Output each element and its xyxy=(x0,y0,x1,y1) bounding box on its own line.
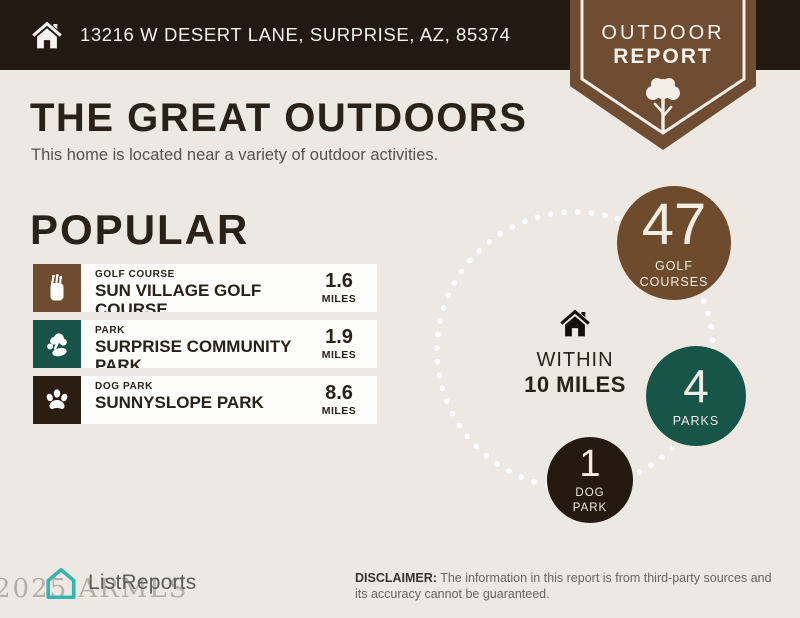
item-info: PARK SURPRISE COMMUNITY PARK xyxy=(81,320,311,368)
disclaimer-body: The information in this report is from t… xyxy=(355,571,772,601)
radius-center-label: WITHIN 10 MILES xyxy=(498,306,652,398)
popular-heading: POPULAR xyxy=(30,206,250,253)
item-category: GOLF COURSE xyxy=(95,269,175,280)
page-subtitle: This home is located near a variety of o… xyxy=(31,146,439,164)
dog-park-label: DOG PARK xyxy=(572,487,608,514)
parks-label: PARKS xyxy=(672,413,720,428)
badge-line1: OUTDOOR xyxy=(601,22,725,44)
within-label: WITHIN xyxy=(536,349,614,371)
golf-courses-label: GOLF COURSES xyxy=(639,258,709,289)
distance-unit: MILES xyxy=(321,293,357,305)
tree-icon xyxy=(646,78,680,132)
item-name: SUNNYSLOPE PARK xyxy=(95,393,264,412)
property-address: 13216 W DESERT LANE, SURPRISE, AZ, 85374 xyxy=(80,24,511,45)
home-icon xyxy=(560,309,590,337)
list-item-golf-course[interactable]: GOLF COURSE SUN VILLAGE GOLF COURSE 1.6 … xyxy=(33,264,377,312)
item-info: GOLF COURSE SUN VILLAGE GOLF COURSE xyxy=(81,264,311,312)
item-category: PARK xyxy=(95,325,125,336)
listreports-house-icon xyxy=(46,568,76,600)
golf-courses-count: 47 xyxy=(641,191,707,257)
item-info: DOG PARK SUNNYSLOPE PARK xyxy=(81,376,311,424)
list-item-dog-park[interactable]: DOG PARK SUNNYSLOPE PARK 8.6 MILES xyxy=(33,376,377,424)
badge-ribbon-shape xyxy=(570,0,756,150)
popular-list: GOLF COURSE SUN VILLAGE GOLF COURSE 1.6 … xyxy=(33,264,377,432)
distance-value: 8.6 xyxy=(325,382,353,404)
listreports-logo: ListReports xyxy=(40,565,196,601)
disclaimer-text: DISCLAIMER: The information in this repo… xyxy=(355,570,775,602)
park-tile xyxy=(33,320,81,368)
dog-park-bubble: 1 DOG PARK xyxy=(547,437,633,523)
item-distance: 8.6 MILES xyxy=(311,376,367,424)
distance-value: 1.9 xyxy=(325,326,353,348)
dog-park-tile xyxy=(33,376,81,424)
disclaimer-label: DISCLAIMER: xyxy=(355,571,437,585)
list-item-park[interactable]: PARK SURPRISE COMMUNITY PARK 1.9 MILES xyxy=(33,320,377,368)
parks-bubble: 4 PARKS xyxy=(646,346,746,446)
golf-bag-icon xyxy=(50,274,64,301)
outdoor-report-badge: OUTDOOR REPORT xyxy=(568,0,758,156)
distance-unit: MILES xyxy=(321,405,357,417)
golf-course-tile xyxy=(33,264,81,312)
page-title: THE GREAT OUTDOORS xyxy=(30,96,528,140)
distance-unit: MILES xyxy=(321,349,357,361)
item-distance: 1.9 MILES xyxy=(311,320,367,368)
dog-park-count: 1 xyxy=(579,443,601,486)
paw-icon xyxy=(46,389,68,409)
miles-label: 10 MILES xyxy=(524,372,626,397)
parks-count: 4 xyxy=(683,359,709,412)
item-name: SUN VILLAGE GOLF COURSE xyxy=(95,281,262,312)
item-distance: 1.6 MILES xyxy=(311,264,367,312)
park-trees-icon xyxy=(47,333,67,357)
badge-line2: REPORT xyxy=(613,45,713,68)
distance-value: 1.6 xyxy=(325,270,353,292)
listreports-wordmark: ListReports xyxy=(88,571,197,594)
armls-watermark: 2025 ARMLS xyxy=(0,574,189,604)
item-name: SURPRISE COMMUNITY PARK xyxy=(95,337,292,368)
item-category: DOG PARK xyxy=(95,381,153,392)
home-icon xyxy=(32,21,62,49)
golf-courses-bubble: 47 GOLF COURSES xyxy=(617,186,731,300)
badge-title: OUTDOOR REPORT xyxy=(568,22,758,69)
